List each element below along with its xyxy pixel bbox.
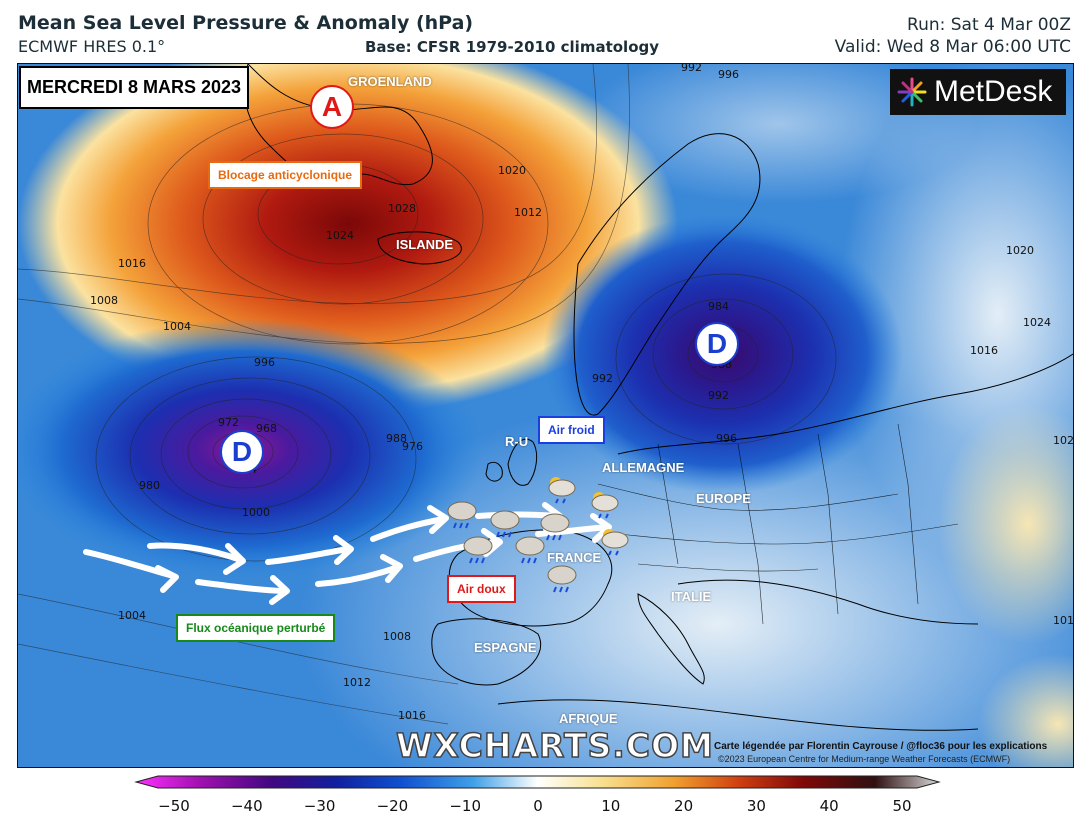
colorbar-tick-label: −20 [376, 797, 409, 815]
colorbar-tick-label: −10 [449, 797, 482, 815]
copyright-line: ©2023 European Centre for Medium-range W… [718, 754, 1011, 764]
run-label: Run: Sat 4 Mar 00Z [907, 15, 1071, 35]
base-climatology-label: Base: CFSR 1979-2010 climatology [365, 38, 660, 56]
isobar-value-label: 996 [718, 68, 739, 81]
colorbar-tick-label: 40 [819, 797, 839, 815]
label-espagne: ESPAGNE [474, 640, 537, 655]
colorbar-tick-label: −50 [158, 797, 190, 815]
isobar-value-label: 1024 [326, 229, 354, 242]
colorbar-tick-label: 10 [601, 797, 621, 815]
borders [597, 423, 959, 625]
metdesk-logo-icon [897, 77, 927, 107]
isobar-value-label: 1012 [1053, 614, 1073, 627]
label-ru: R-U [505, 434, 529, 449]
isobar-value-label: 1000 [242, 506, 270, 519]
label-europe: EUROPE [696, 491, 751, 506]
isobar-value-label: 1008 [383, 630, 411, 643]
map-canvas: 992 996 1020 1012 1028 1024 1016 1008 1004 996 992… [18, 64, 1073, 767]
isobar-value-label: 968 [256, 422, 277, 435]
isobar-value-label: 976 [402, 440, 423, 453]
isobar-value-label: 1016 [398, 709, 426, 722]
metdesk-logo: MetDesk [890, 69, 1066, 115]
isobar-value-label: 1020 [1006, 244, 1034, 257]
annotation-air-doux: Air doux [447, 575, 516, 603]
low-pressure-center-scandinavia: D [695, 322, 739, 366]
isobar-value-label: 1016 [118, 257, 146, 270]
label-islande: ISLANDE [396, 237, 454, 252]
isobar-value-label: 992 [681, 64, 702, 74]
wxcharts-watermark: WXCHARTS.COM [395, 725, 714, 766]
credit-line: Carte légendée par Florentin Cayrouse / … [714, 741, 1048, 752]
label-afrique: AFRIQUE [559, 711, 618, 726]
isobar-value-label: 1020 [1053, 434, 1073, 447]
colorbar-tick-label: −30 [303, 797, 336, 815]
label-groenland: GROENLAND [348, 74, 432, 89]
model-label: ECMWF HRES 0.1° [18, 37, 166, 56]
isobar-value-label: 972 [218, 416, 239, 429]
label-italie: ITALIE [671, 589, 712, 604]
isobar-value-label: 1004 [118, 609, 146, 622]
isobar-value-label: 992 [592, 372, 613, 385]
isobar-value-label: 1004 [163, 320, 191, 333]
label-allemagne: ALLEMAGNE [602, 460, 685, 475]
isobar-value-label: 1008 [90, 294, 118, 307]
coastlines [243, 64, 1073, 731]
isobar-value-label: 996 [254, 356, 275, 369]
metdesk-logo-text: MetDesk [934, 75, 1053, 108]
annotation-flux-oceanique: Flux océanique perturbé [176, 614, 336, 642]
isobar-value-label: 1016 [970, 344, 998, 357]
isobar-labels: 992 996 1020 1012 1028 1024 1016 1008 1004 996 992… [90, 64, 1073, 722]
valid-label: Valid: Wed 8 Mar 06:00 UTC [834, 37, 1071, 57]
colorbar-tick-label: −40 [230, 797, 263, 815]
isobar-value-label: 1028 [388, 202, 416, 215]
isobar-value-label: 1024 [1023, 316, 1051, 329]
isobar-value-label: 1012 [343, 676, 371, 689]
colorbar-tick-label: 50 [892, 797, 912, 815]
isobar-value-label: 992 [708, 389, 729, 402]
annotation-blocage-anticyclonique: Blocage anticyclonique [208, 161, 363, 189]
low-pressure-center-atlantic: D [220, 430, 264, 474]
isobar-value-label: 1020 [498, 164, 526, 177]
annotation-air-froid: Air froid [538, 416, 605, 444]
isobar-value-label: 1012 [514, 206, 542, 219]
isobar-value-label: 988 [386, 432, 407, 445]
rain-symbols [447, 477, 629, 593]
isobar-value-label: 996 [716, 432, 737, 445]
high-pressure-center: A [310, 85, 354, 129]
anomaly-colorbar [134, 775, 941, 789]
isobar-value-label: 984 [708, 300, 729, 313]
isobar-value-label: 980 [139, 479, 160, 492]
chart-title: Mean Sea Level Pressure & Anomaly (hPa) [18, 12, 474, 34]
colorbar-tick-label: 30 [746, 797, 766, 815]
label-france: FRANCE [547, 550, 602, 565]
date-box: MERCREDI 8 MARS 2023 [19, 66, 250, 109]
colorbar-tick-label: 0 [533, 797, 543, 815]
pressure-map: 992 996 1020 1012 1028 1024 1016 1008 1004 996 992… [17, 63, 1074, 768]
colorbar-tick-label: 20 [674, 797, 694, 815]
